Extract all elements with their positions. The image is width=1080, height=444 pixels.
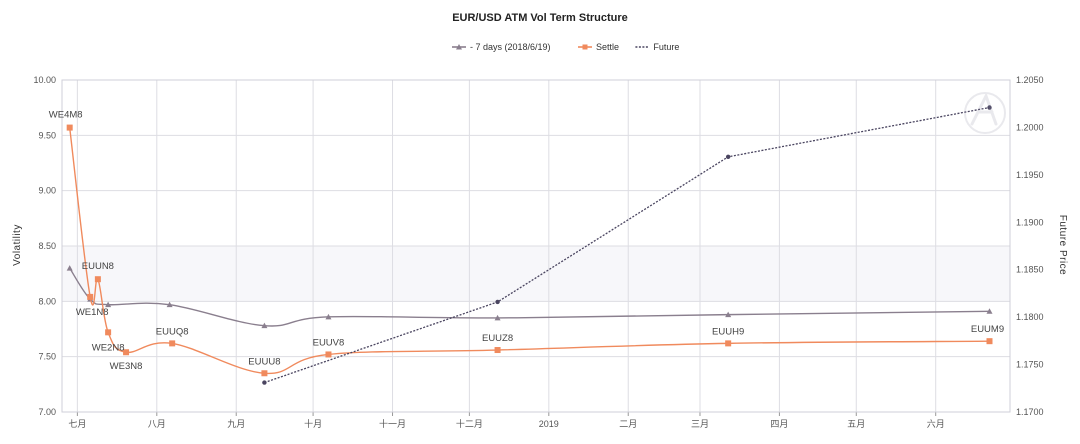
x-tick-label: 五月 — [847, 419, 865, 429]
y2-tick-label: 1.1900 — [1016, 217, 1044, 227]
legend-label: Future — [653, 42, 679, 52]
point-seven-days — [325, 313, 332, 320]
point-settle — [986, 338, 993, 345]
plot-band — [62, 246, 1010, 302]
point-settle — [94, 276, 101, 283]
y-tick-label: 9.50 — [38, 130, 56, 140]
chart-title: EUR/USD ATM Vol Term Structure — [452, 12, 628, 24]
y2-tick-label: 1.2000 — [1016, 122, 1044, 132]
x-tick-label: 六月 — [927, 418, 945, 429]
y-tick-label: 9.00 — [38, 186, 56, 196]
y-tick-label: 7.50 — [38, 352, 56, 362]
point-future — [495, 299, 500, 305]
legend-marker-seven-days — [456, 44, 462, 50]
point-settle — [87, 293, 94, 300]
point-seven-days — [494, 314, 501, 321]
watermark-logo — [964, 92, 1006, 134]
y-tick-label: 7.00 — [38, 407, 56, 417]
y2-tick-label: 1.1750 — [1016, 360, 1044, 370]
data-label: EUUZ8 — [482, 333, 513, 344]
legend-marker-settle — [582, 44, 588, 50]
point-seven-days — [725, 311, 732, 318]
data-label: EUUQ8 — [156, 326, 189, 337]
point-future — [725, 154, 731, 160]
y2-tick-label: 1.1700 — [1016, 407, 1044, 417]
data-label: WE1N8 — [76, 307, 109, 318]
point-settle — [325, 351, 332, 358]
legend-item: Future — [635, 42, 679, 52]
y-axis-title: Volatility — [12, 224, 23, 266]
point-seven-days — [986, 308, 993, 314]
plot-frame — [61, 79, 1011, 413]
point-settle — [123, 349, 130, 356]
legend-label: Settle — [596, 42, 619, 52]
data-label: EUUH9 — [712, 326, 744, 337]
y-tick-label: 8.50 — [38, 241, 56, 251]
x-tick-label: 三月 — [691, 419, 709, 429]
point-seven-days — [66, 265, 73, 271]
x-tick-label: 九月 — [227, 419, 245, 429]
y2-axis-title: Future Price — [1057, 215, 1068, 275]
point-settle — [494, 347, 501, 354]
point-seven-days — [261, 322, 268, 329]
legend-label: - 7 days (2018/6/19) — [470, 42, 551, 52]
point-settle — [66, 124, 73, 131]
point-future — [262, 380, 267, 385]
point-seven-days — [166, 301, 173, 308]
point-future — [987, 105, 992, 110]
point-settle — [261, 370, 268, 377]
y-tick-label: 8.00 — [38, 296, 56, 306]
series-line-settle — [68, 127, 990, 375]
x-tick-label: 十月 — [304, 418, 322, 429]
data-label: WE4M8 — [49, 110, 83, 121]
legend-item: Settle — [578, 42, 619, 52]
x-tick-label: 八月 — [148, 419, 166, 429]
y-tick-label: 10.00 — [33, 75, 56, 85]
y2-tick-label: 1.1850 — [1016, 265, 1044, 275]
data-label: EUUV8 — [313, 337, 345, 348]
point-settle — [105, 329, 112, 336]
data-label: WE3N8 — [110, 361, 143, 372]
point-settle — [725, 340, 732, 347]
y2-tick-label: 1.1950 — [1016, 170, 1044, 180]
series-line-future — [264, 106, 990, 384]
y2-tick-label: 1.2050 — [1016, 75, 1044, 85]
data-label: EUUN8 — [82, 261, 114, 272]
x-tick-label: 2019 — [539, 419, 559, 429]
point-settle — [169, 340, 176, 347]
x-tick-label: 十二月 — [456, 418, 483, 429]
legend-item: - 7 days (2018/6/19) — [452, 42, 551, 52]
x-tick-label: 四月 — [770, 419, 788, 429]
data-label: EUUM9 — [971, 324, 1004, 335]
point-seven-days — [105, 301, 112, 308]
x-tick-label: 二月 — [619, 419, 637, 429]
data-label: WE2N8 — [92, 342, 125, 353]
y2-tick-label: 1.1800 — [1016, 312, 1044, 322]
x-tick-label: 十一月 — [379, 418, 406, 429]
data-label: EUUU8 — [248, 356, 280, 367]
x-tick-label: 七月 — [68, 419, 86, 429]
